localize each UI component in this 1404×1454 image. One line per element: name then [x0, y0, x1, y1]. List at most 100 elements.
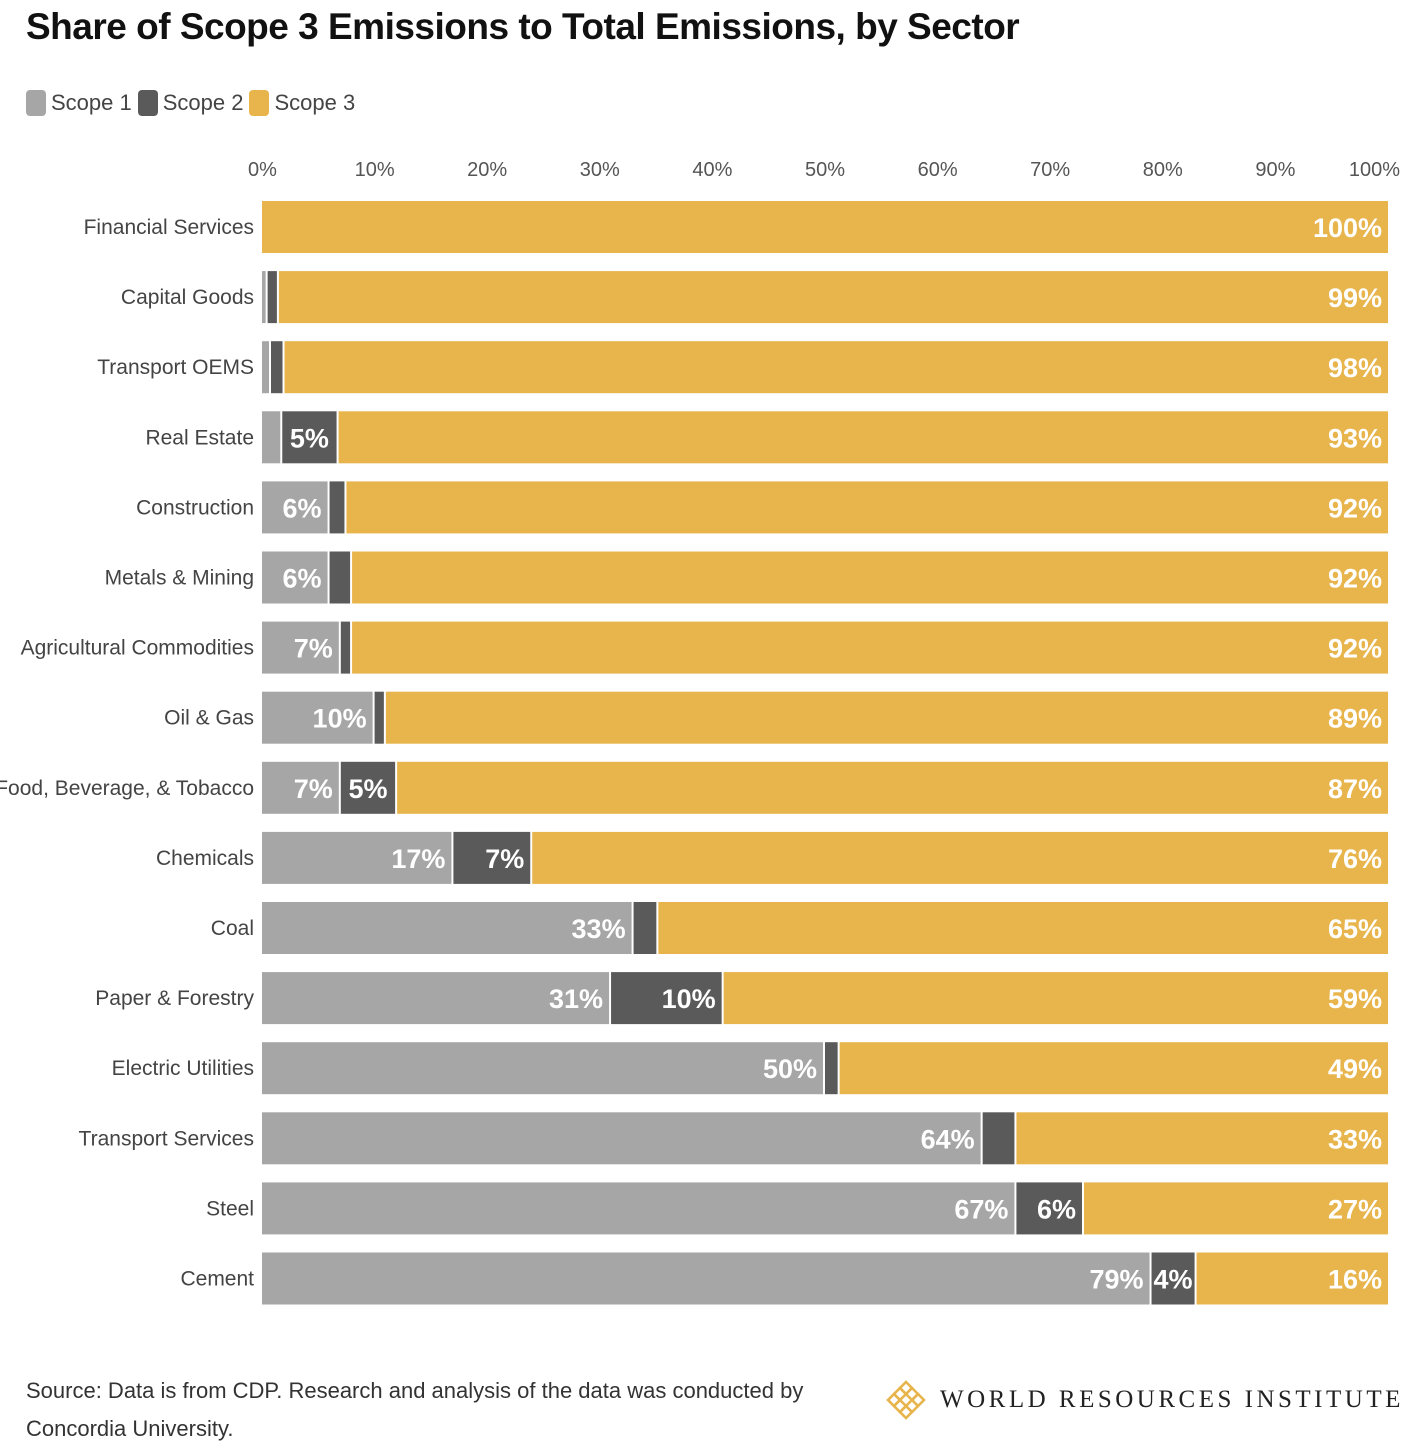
category-label: Capital Goods [121, 286, 254, 309]
bar-scope-1-food-beverage-tobacco [262, 761, 339, 814]
bar-scope-2-chemicals [453, 831, 531, 884]
data-label-scope-3: 89% [1328, 704, 1382, 734]
data-label-scope-3: 92% [1328, 634, 1382, 664]
data-label-scope-3: 87% [1328, 774, 1382, 804]
bar-scope-2-capital-goods [267, 271, 277, 324]
data-label-scope-2: 6% [1037, 1194, 1076, 1224]
data-label-scope-3: 98% [1328, 353, 1382, 383]
legend-swatch-scope-1 [26, 90, 46, 116]
x-tick-label: 40% [692, 159, 732, 181]
bar-scope-3-food-beverage-tobacco [397, 761, 1388, 814]
data-label-scope-1: 79% [1089, 1265, 1143, 1295]
data-label-scope-3: 92% [1328, 564, 1382, 594]
data-label-scope-1: 31% [549, 984, 603, 1014]
bar-scope-1-chemicals [262, 831, 452, 884]
legend: Scope 1 Scope 2 Scope 3 [26, 88, 361, 118]
wri-mark-icon [886, 1380, 926, 1420]
bar-scope-2-food-beverage-tobacco [340, 761, 396, 814]
org-name: WORLD RESOURCES INSTITUTE [940, 1386, 1404, 1413]
legend-item-scope-1: Scope 1 [26, 90, 132, 116]
bar-scope-2-transport-oems [271, 341, 283, 394]
data-label-scope-3: 27% [1328, 1194, 1382, 1224]
bar-scope-3-chemicals [532, 831, 1388, 884]
data-label-scope-2: 4% [1154, 1265, 1193, 1295]
bar-scope-3-real-estate [338, 411, 1388, 464]
x-tick-label: 60% [918, 159, 958, 181]
data-label-scope-1: 17% [391, 844, 445, 874]
bar-scope-3-electric-utilities [839, 1042, 1388, 1095]
data-label-scope-3: 100% [1313, 213, 1382, 243]
bar-scope-1-oil-gas [262, 691, 373, 744]
bar-scope-2-real-estate [282, 411, 337, 464]
legend-swatch-scope-2 [137, 90, 158, 116]
data-label-scope-1: 6% [283, 493, 322, 523]
data-label-scope-1: 10% [313, 704, 367, 734]
category-label: Food, Beverage, & Tobacco [0, 777, 254, 800]
legend-label-scope-1: Scope 1 [51, 90, 132, 115]
bar-scope-3-steel [1083, 1182, 1388, 1235]
source-line-2: Concordia University. [26, 1416, 234, 1441]
bar-scope-3-transport-services [1016, 1112, 1388, 1165]
bar-scope-3-paper-forestry [723, 972, 1388, 1025]
category-label: Financial Services [84, 216, 254, 239]
bar-scope-1-real-estate [262, 411, 281, 464]
legend-label-scope-2: Scope 2 [162, 90, 244, 115]
bar-scope-3-capital-goods [278, 271, 1388, 324]
category-label: Real Estate [145, 426, 254, 449]
category-label: Chemicals [156, 847, 254, 870]
data-label-scope-1: 50% [763, 1054, 817, 1084]
bar-scope-3-agricultural-commodities [352, 621, 1389, 674]
data-label-scope-3: 59% [1328, 984, 1382, 1014]
data-label-scope-3: 76% [1328, 844, 1382, 874]
data-label-scope-2: 5% [348, 774, 387, 804]
data-label-scope-1: 33% [572, 914, 626, 944]
x-tick-label: 100% [1349, 159, 1400, 181]
category-label: Electric Utilities [112, 1057, 254, 1080]
data-label-scope-3: 65% [1328, 914, 1382, 944]
data-label-scope-3: 49% [1328, 1054, 1382, 1084]
category-label: Transport Services [79, 1127, 254, 1150]
data-label-scope-3: 93% [1328, 423, 1382, 453]
bar-scope-3-coal [658, 902, 1388, 954]
wri-logo: WORLD RESOURCES INSTITUTE [884, 1378, 1404, 1422]
bar-scope-1-paper-forestry [262, 972, 610, 1025]
x-tick-label: 50% [805, 159, 845, 181]
category-label: Construction [136, 496, 254, 519]
source-line-1: Source: Data is from CDP. Research and a… [26, 1378, 804, 1403]
stacked-bar-chart: 0% 10% 20% 30% 40% 50% 60% 70% 80% 90% 100% Financi… [0, 159, 1400, 1305]
x-tick-label: 10% [355, 159, 395, 181]
bar-scope-1-transport-oems [262, 341, 270, 394]
data-label-scope-3: 16% [1328, 1265, 1382, 1295]
legend-item-scope-3: Scope 3 [249, 90, 355, 116]
bar-scope-3-financial-services [262, 201, 1388, 253]
category-label: Cement [180, 1268, 254, 1291]
bar-scope-1-agricultural-commodities [262, 621, 339, 674]
data-label-scope-1: 67% [954, 1194, 1008, 1224]
data-label-scope-2: 10% [662, 984, 716, 1014]
bar-scope-3-cement [1196, 1252, 1388, 1305]
x-tick-label: 80% [1143, 159, 1183, 181]
bar-scope-3-construction [346, 481, 1389, 534]
bar-scope-2-metals-mining [329, 551, 351, 604]
chart-title: Share of Scope 3 Emissions to Total Emis… [26, 6, 1020, 47]
data-label-scope-3: 33% [1328, 1124, 1382, 1154]
x-tick-label: 90% [1255, 159, 1295, 181]
bar-scope-2-paper-forestry [611, 972, 722, 1025]
x-tick-label: 0% [248, 159, 277, 181]
category-label: Transport OEMS [97, 356, 254, 379]
bar-scope-2-transport-services [982, 1112, 1015, 1165]
bar-scope-1-capital-goods [262, 271, 266, 324]
bar-scope-1-metals-mining [262, 551, 328, 604]
legend-swatch-scope-3 [249, 90, 270, 116]
data-label-scope-1: 6% [283, 564, 322, 594]
bar-scope-3-oil-gas [385, 691, 1388, 744]
data-label-scope-2: 7% [485, 844, 524, 874]
bar-scope-3-metals-mining [352, 551, 1389, 604]
category-label: Coal [211, 917, 254, 940]
bar-scope-1-electric-utilities [262, 1042, 823, 1095]
wri-mark-diamond [892, 1398, 908, 1414]
legend-item-scope-2: Scope 2 [137, 90, 244, 116]
category-label: Oil & Gas [164, 707, 254, 730]
bar-scope-1-transport-services [262, 1112, 981, 1165]
data-label-scope-3: 92% [1328, 493, 1382, 523]
